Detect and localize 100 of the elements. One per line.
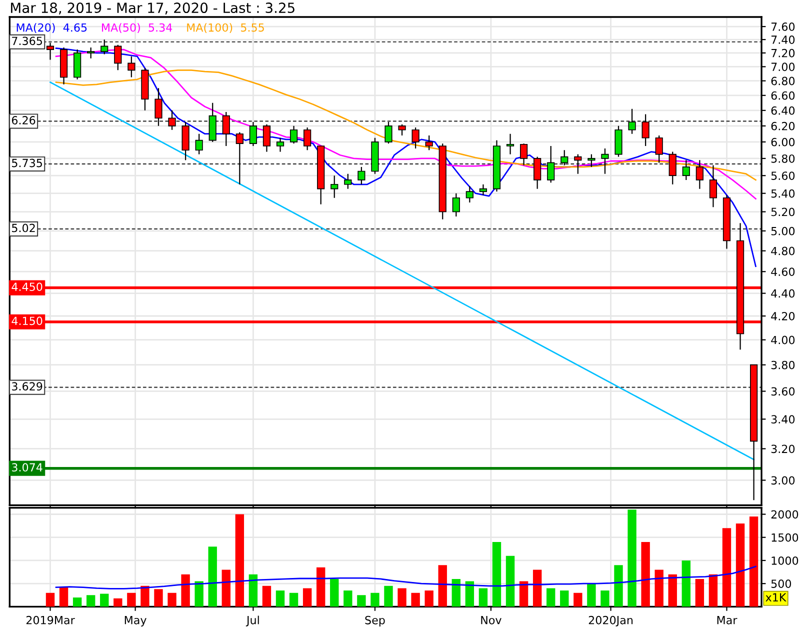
bar: [614, 565, 623, 607]
y-tick-label: 3.00: [771, 476, 795, 485]
candlestick: [330, 175, 338, 198]
line-series: [55, 48, 756, 200]
candlestick: [128, 56, 136, 78]
candlestick: [452, 192, 460, 218]
y-tick-label: 4.20: [771, 312, 795, 320]
bar: [168, 592, 176, 607]
candlestick: [276, 137, 284, 152]
bar: [100, 594, 109, 607]
y-tick-label: 500: [771, 580, 792, 588]
y-tick-label: 3.20: [771, 444, 795, 454]
bar: [86, 595, 96, 607]
bar: [398, 588, 406, 607]
bar: [506, 556, 515, 607]
y-tick-label: 5.80: [771, 154, 795, 163]
candlestick: [168, 110, 176, 130]
ref-line-label: 4.450: [12, 282, 42, 292]
bar: [600, 590, 610, 607]
candlestick: [46, 42, 54, 60]
x-tick-label: Jul: [246, 616, 259, 626]
candlestick: [344, 173, 352, 190]
y-tick-label: 3.80: [771, 360, 795, 370]
candlestick: [506, 133, 514, 155]
y-tick-label: 6.00: [771, 138, 795, 146]
y-tick-label: 4.40: [771, 289, 795, 298]
candlestick: [655, 134, 663, 164]
x-tick-label: Mar: [717, 616, 738, 624]
bar: [492, 542, 502, 607]
candlestick: [479, 184, 488, 196]
line-series: [55, 69, 756, 181]
bar: [682, 560, 690, 607]
line-series: [55, 566, 756, 590]
bar: [140, 586, 150, 607]
candlestick: [304, 126, 312, 151]
candlestick: [642, 114, 650, 147]
bar: [668, 574, 677, 607]
text: MA(100) 5.55: [187, 23, 264, 34]
bar: [438, 565, 447, 607]
candlestick: [560, 150, 568, 166]
y-tick-label: 4.60: [771, 268, 795, 276]
bar: [641, 542, 650, 607]
candlestick: [628, 108, 636, 134]
bar: [384, 586, 393, 607]
bar: [424, 590, 434, 607]
candlestick: [520, 142, 528, 166]
candlestick: [547, 145, 555, 184]
candlestick: [100, 39, 108, 55]
y-tick-label: 1000: [772, 556, 798, 565]
candlestick: [696, 160, 704, 190]
bar: [330, 578, 339, 607]
bar: [519, 581, 528, 607]
candlestick: [262, 124, 271, 152]
y-tick-label: 7.00: [771, 62, 795, 72]
bar: [114, 598, 122, 607]
candlestick: [249, 121, 257, 147]
candlestick: [682, 160, 690, 181]
bar: [46, 592, 55, 607]
x-tick-label: May: [124, 616, 146, 626]
candlestick: [290, 125, 298, 144]
bar: [357, 595, 366, 607]
y-tick-label: 4.00: [771, 336, 795, 344]
bar: [72, 597, 82, 607]
candlestick: [384, 121, 392, 144]
bar: [248, 574, 258, 607]
candlestick: [236, 132, 244, 185]
candlestick: [195, 133, 203, 155]
bar: [59, 587, 68, 607]
ref-line-label: 5.735: [12, 158, 42, 168]
bar: [560, 590, 569, 607]
bar: [587, 584, 596, 607]
ref-line-label: 5.02: [12, 224, 35, 232]
candlestick: [412, 126, 420, 150]
bar: [344, 590, 352, 607]
bar: [465, 581, 474, 607]
ref-line-label: 7.365: [12, 36, 42, 46]
series-label: MA(50) 5.34: [102, 23, 172, 34]
bar: [154, 589, 163, 607]
bar: [532, 570, 542, 607]
bar: [411, 592, 420, 607]
bar: [276, 590, 285, 607]
ref-line-label: 4.150: [12, 316, 42, 326]
candlestick: [466, 186, 474, 204]
y-tick-label: 7.20: [771, 48, 795, 58]
bar: [316, 567, 326, 607]
candlestick: [154, 88, 162, 126]
chart-title: Mar 18, 2019 - Mar 17, 2020 - Last : 3.25: [11, 2, 294, 14]
candlestick: [398, 124, 406, 136]
y-tick-label: 3.40: [771, 415, 795, 424]
bar: [736, 523, 745, 607]
candlestick: [358, 166, 366, 185]
y-tick-label: 4.80: [771, 246, 795, 256]
x-tick-label: Sep: [365, 616, 385, 626]
y-tick-label: 5.20: [771, 208, 795, 216]
y-tick-label: 3.60: [771, 387, 795, 396]
bar: [235, 514, 244, 607]
bar: [262, 586, 272, 607]
bar: [289, 592, 298, 607]
y-tick-label: 5.60: [771, 172, 795, 180]
x-tick-label: Nov: [481, 616, 502, 624]
